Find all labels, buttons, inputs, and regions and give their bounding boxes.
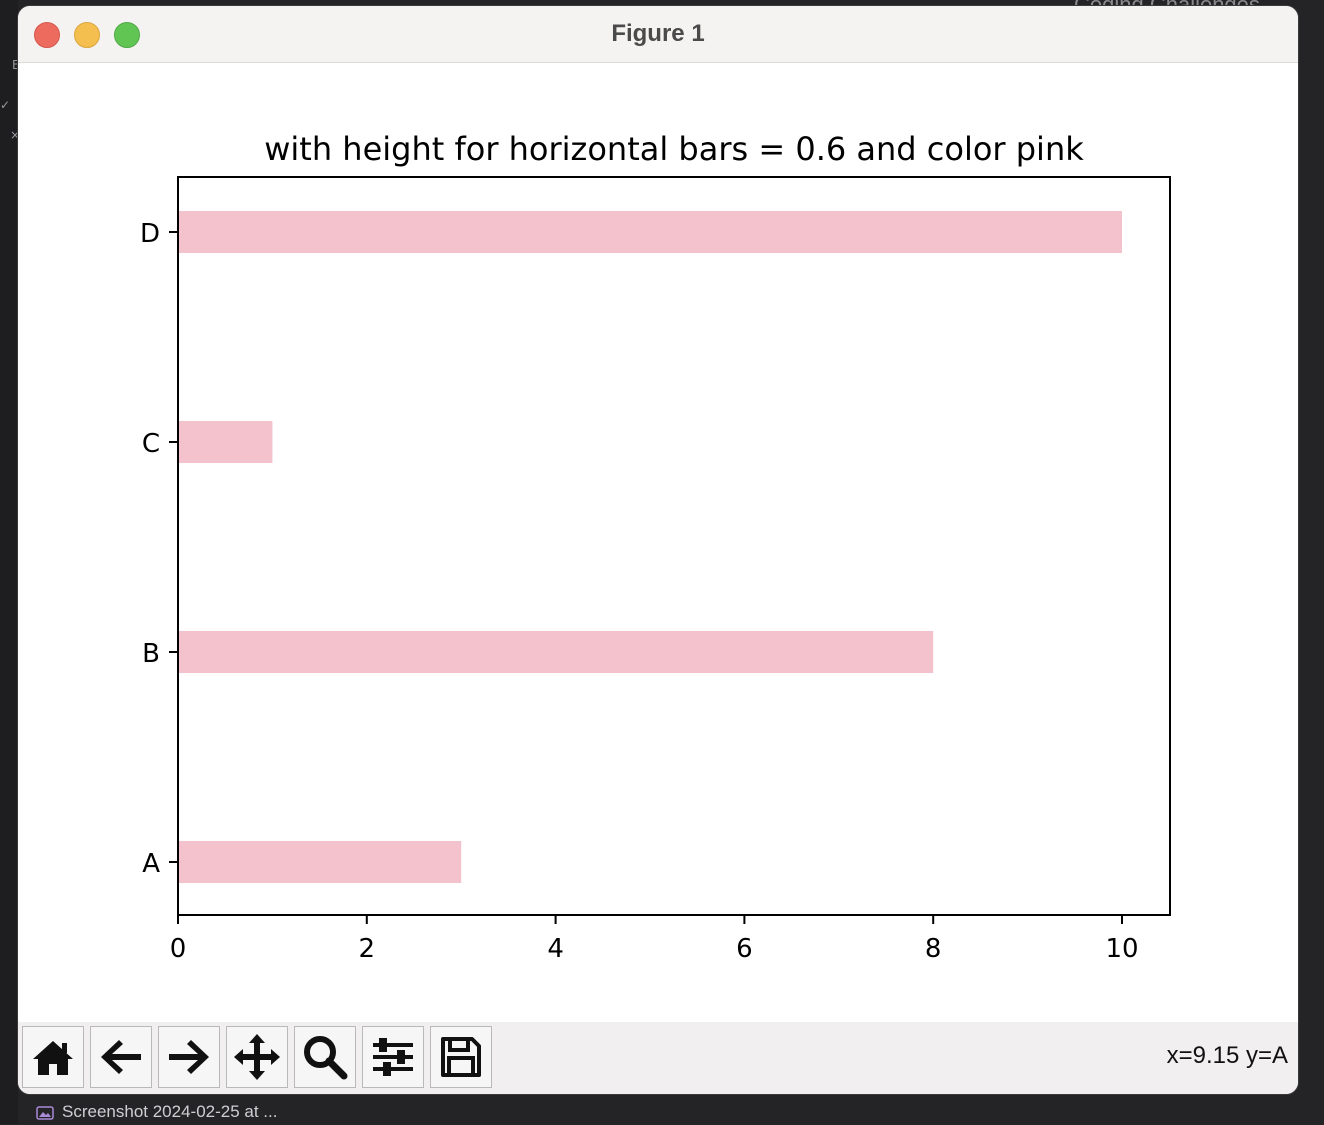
home-button[interactable] <box>22 1026 84 1088</box>
bars-group <box>178 211 1122 883</box>
background-glyph: ✓ <box>0 98 11 112</box>
move-icon <box>234 1034 280 1080</box>
plot-canvas[interactable]: with height for horizontal bars = 0.6 an… <box>18 6 1298 1022</box>
x-tick-label: 2 <box>359 934 376 964</box>
close-button[interactable] <box>34 22 60 48</box>
x-tick-label: 8 <box>925 934 942 964</box>
save-button[interactable] <box>430 1026 492 1088</box>
zoom-button[interactable] <box>294 1026 356 1088</box>
taskbar-screenshot-item[interactable]: Screenshot 2024-02-25 at ... <box>36 1100 277 1124</box>
background-glyph: E <box>12 58 20 72</box>
x-tick-label: 0 <box>170 934 187 964</box>
search-icon <box>304 1036 348 1080</box>
x-tick-label: 4 <box>547 934 564 964</box>
y-ticks-group: A B C D <box>140 219 178 879</box>
bar-a <box>178 841 462 883</box>
configure-subplots-button[interactable] <box>362 1026 424 1088</box>
taskbar-label: Screenshot 2024-02-25 at ... <box>62 1102 278 1121</box>
y-tick-label: D <box>140 219 160 249</box>
back-button[interactable] <box>90 1026 152 1088</box>
cursor-coordinate-readout: x=9.15 y=A <box>1166 1042 1288 1069</box>
axes-frame <box>177 176 1171 916</box>
background-glyph: × <box>10 128 21 142</box>
floppy-icon <box>441 1037 481 1077</box>
image-file-icon <box>36 1105 54 1120</box>
pan-button[interactable] <box>226 1026 288 1088</box>
navigation-toolbar: x=9.15 y=A <box>18 1022 1298 1094</box>
arrow-right-icon <box>169 1040 209 1074</box>
x-tick-label: 6 <box>736 934 753 964</box>
title-bar[interactable]: Figure 1 <box>18 6 1298 63</box>
chart-title: with height for horizontal bars = 0.6 an… <box>264 130 1084 168</box>
window-title: Figure 1 <box>611 20 705 47</box>
y-tick-label: A <box>142 849 160 879</box>
sliders-icon <box>373 1038 413 1076</box>
bar-c <box>178 421 273 463</box>
y-tick-label: C <box>142 429 160 459</box>
forward-button[interactable] <box>158 1026 220 1088</box>
x-ticks-group: 0 2 4 6 8 10 <box>170 915 1139 964</box>
home-icon <box>33 1041 73 1075</box>
x-tick-label: 10 <box>1105 934 1138 964</box>
figure-window: Figure 1 with height for horizontal bars… <box>18 6 1298 1094</box>
minimize-button[interactable] <box>74 22 100 48</box>
maximize-button[interactable] <box>114 22 140 48</box>
bar-d <box>178 211 1122 253</box>
background-left-strip <box>0 0 18 1124</box>
bar-b <box>178 631 934 673</box>
arrow-left-icon <box>101 1040 141 1074</box>
y-tick-label: B <box>142 639 160 669</box>
